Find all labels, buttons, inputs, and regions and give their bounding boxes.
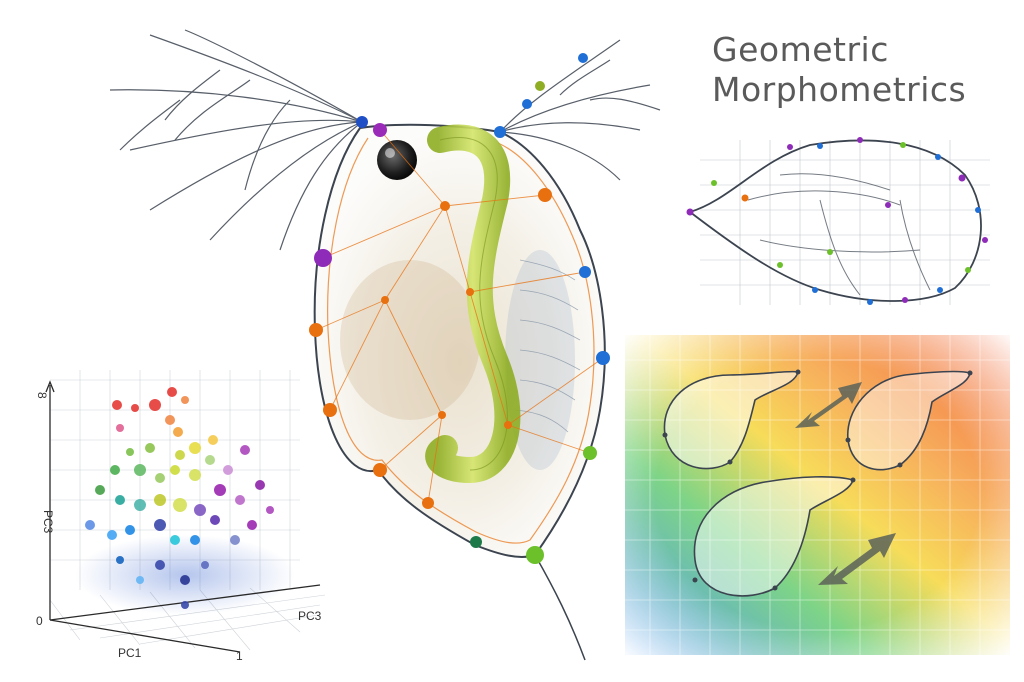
daphnia-specimen: [313, 123, 606, 661]
deformation-arrow-lower: [818, 533, 896, 585]
title-line-1: Geometric: [712, 30, 889, 69]
y-top-tick: 8: [35, 392, 49, 399]
landmark-point: [440, 201, 450, 211]
outline-shape: [688, 139, 982, 302]
landmark-point: [535, 81, 545, 91]
landmark-point: [596, 351, 610, 365]
specimen-outline-bottom: [693, 476, 854, 597]
landmark-point: [422, 497, 434, 509]
landmark-point: [438, 411, 446, 419]
shape-deformation-heatmap: [625, 335, 1010, 655]
compound-eye: [377, 140, 417, 180]
landmark-point: [466, 288, 474, 296]
left-antenna: [109, 29, 363, 251]
x-axis-label: PC1: [118, 646, 142, 660]
landmark-point: [583, 446, 597, 460]
pca-scatter-plot: PC1 PC3 PC3 0 1 8: [35, 370, 326, 663]
landmark-point: [323, 403, 337, 417]
landmark-point: [522, 99, 532, 109]
landmark-point: [578, 53, 588, 63]
specimen-landmarks: [309, 53, 610, 564]
landmark-point: [494, 126, 506, 138]
landmark-point: [526, 546, 544, 564]
deformation-arrow-upper: [795, 382, 862, 428]
landmark-point: [504, 421, 512, 429]
page-title: Geometric Morphometrics: [712, 30, 1012, 110]
y-axis-label: PC3: [41, 510, 55, 534]
landmark-network: [315, 129, 604, 504]
carapace-inner: [327, 137, 595, 544]
x-end-tick: 1: [236, 649, 243, 663]
specimen-outline-top-left: [663, 370, 799, 470]
origin-tick: 0: [36, 614, 43, 628]
landmark-point: [314, 249, 332, 267]
landmark-point: [356, 116, 368, 128]
landmark-point: [381, 296, 389, 304]
landmark-point: [373, 123, 387, 137]
landmark-point: [309, 323, 323, 337]
landmark-point: [470, 536, 482, 548]
landmark-point: [373, 463, 387, 477]
tail-spine: [534, 554, 586, 661]
landmark-point: [579, 266, 591, 278]
z-axis-label: PC3: [298, 609, 322, 623]
specimen-outline-top-right: [847, 370, 971, 471]
landmark-point: [538, 188, 552, 202]
outline-landmarks: [686, 137, 988, 305]
pca-points: [85, 387, 274, 609]
title-line-2: Morphometrics: [712, 70, 967, 109]
right-antenna: [499, 39, 661, 181]
shape-outline-grid: [686, 137, 990, 305]
